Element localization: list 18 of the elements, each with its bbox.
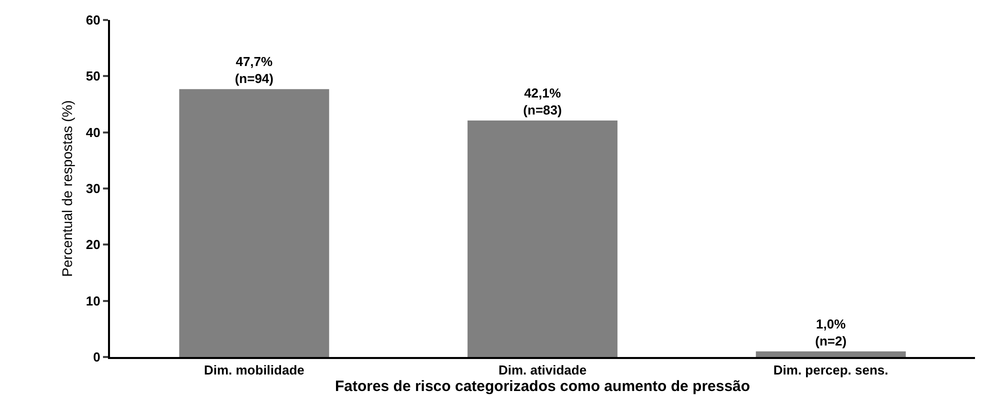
data-label: 1,0% (n=2) (815, 316, 847, 348)
bar (468, 120, 618, 357)
y-tick-label: 60 (86, 12, 100, 28)
y-tick-label: 10 (86, 293, 100, 308)
data-label: 42,1% (n=83) (523, 86, 562, 118)
x-tick-label: Dim. percep. sens. (773, 362, 888, 378)
y-tick-label: 20 (86, 237, 100, 252)
y-tick-label: 30 (86, 181, 100, 196)
y-axis-title: Percentual de respostas (%) (59, 100, 76, 277)
x-tick-label: Dim. atividade (498, 362, 587, 378)
data-label: 47,7% (n=94) (234, 54, 274, 86)
bar (179, 89, 330, 357)
y-tick-label: 40 (86, 124, 100, 140)
x-tick-label: Dim. mobilidade (204, 362, 304, 378)
bar (756, 351, 906, 357)
y-tick-label: 0 (93, 350, 100, 365)
y-tick-label: 50 (86, 68, 100, 84)
x-axis-title: Fatores de risco categorizados como aumento de pressão (334, 378, 750, 396)
